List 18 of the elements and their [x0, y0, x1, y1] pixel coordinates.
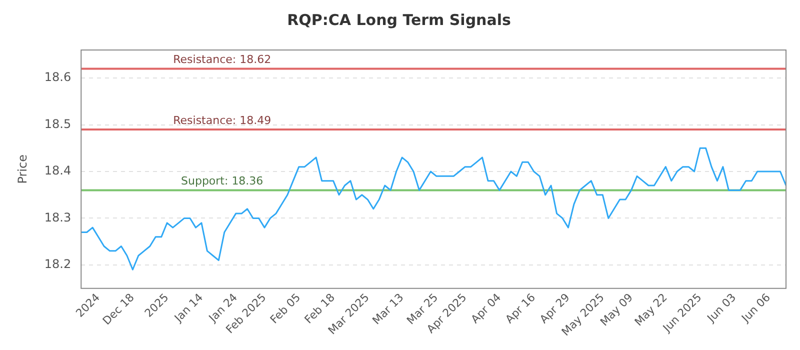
y-tick-label: 18.4 [44, 164, 72, 178]
y-tick-label: 18.3 [44, 210, 72, 224]
y-tick-label: 18.5 [44, 116, 72, 131]
x-tick-label: Mar 13 [370, 290, 406, 328]
x-tick-label: Dec 18 [100, 290, 137, 328]
x-tick-label: Jun 03 [704, 290, 739, 326]
y-axis-title: Price [15, 154, 30, 184]
chart-title: RQP:CA Long Term Signals [287, 10, 511, 29]
ref-line-label: Resistance: 18.49 [173, 114, 272, 127]
ref-line-label: Resistance: 18.62 [173, 53, 272, 66]
x-tick-label: Feb 05 [268, 290, 304, 326]
x-tick-label: Jun 06 [738, 290, 773, 326]
x-tick-label: Apr 04 [468, 290, 504, 326]
x-tick-label: Apr 16 [502, 290, 538, 326]
y-tick-label: 18.2 [44, 257, 72, 272]
ref-line-label: Support: 18.36 [181, 174, 264, 188]
x-tick-label: Jan 14 [171, 290, 206, 326]
y-tick-label: 18.6 [44, 70, 72, 84]
